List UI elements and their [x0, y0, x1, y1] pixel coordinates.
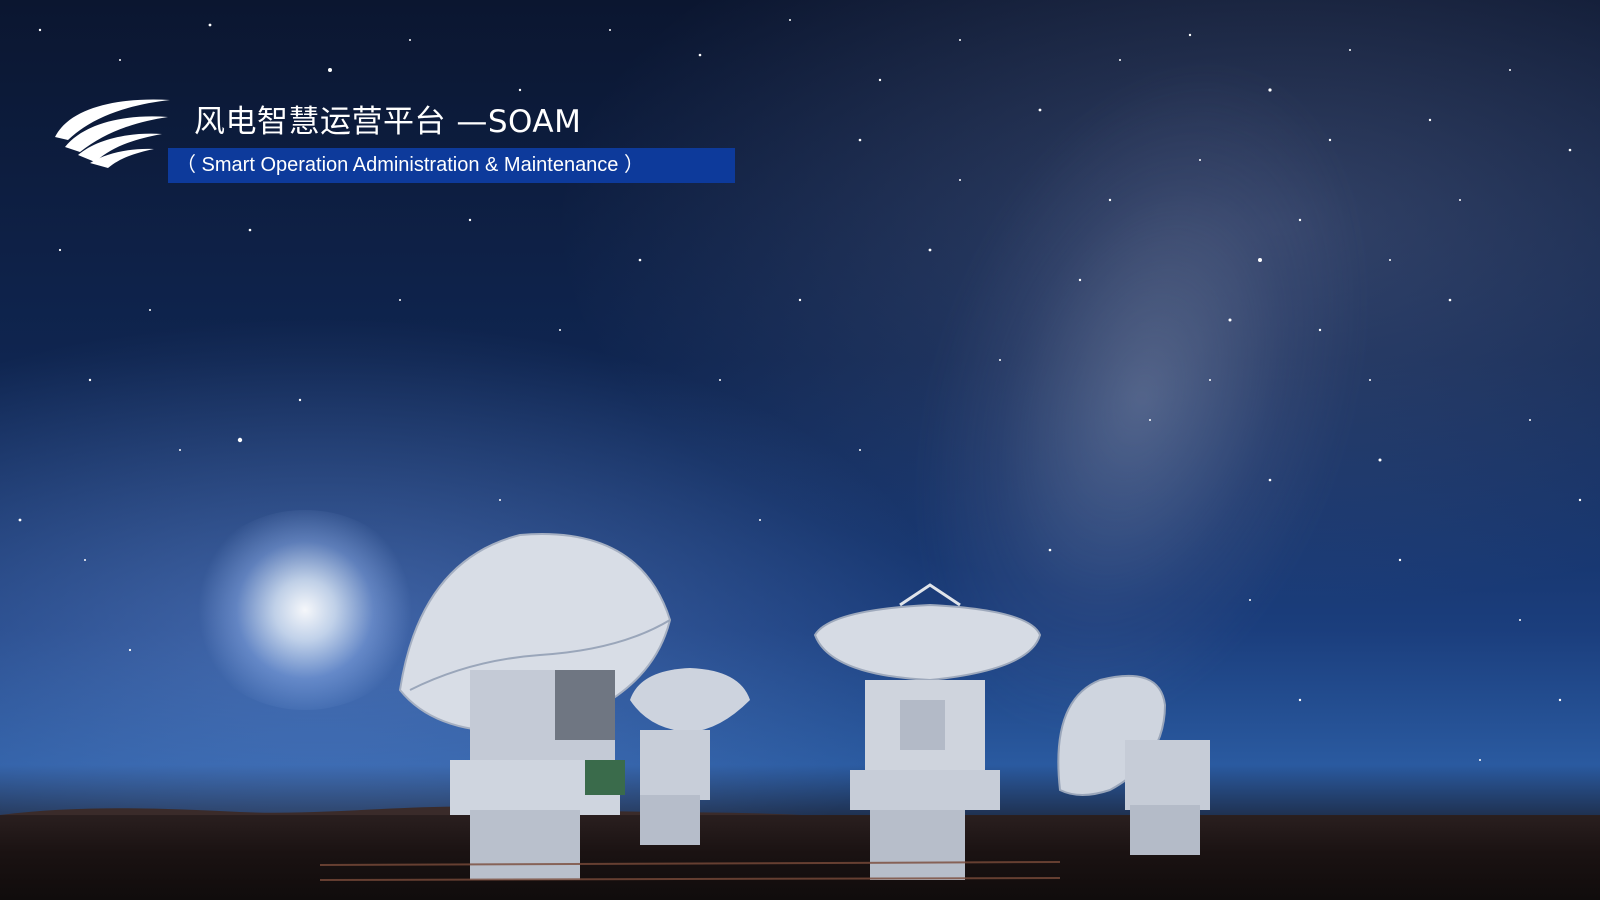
antenna-center: [813, 583, 1042, 880]
ground: [0, 815, 1600, 900]
subtitle-bar: [168, 148, 735, 183]
slide-subtitle: （ Smart Operation Administration & Maint…: [176, 154, 644, 176]
swoosh-logo-icon: [55, 99, 170, 168]
antenna-small-back: [630, 668, 750, 845]
moon: [190, 510, 420, 710]
antenna-right: [1057, 674, 1210, 855]
slide-title: 风电智慧运营平台 —SOAM: [194, 104, 582, 140]
antenna-large: [398, 533, 672, 880]
